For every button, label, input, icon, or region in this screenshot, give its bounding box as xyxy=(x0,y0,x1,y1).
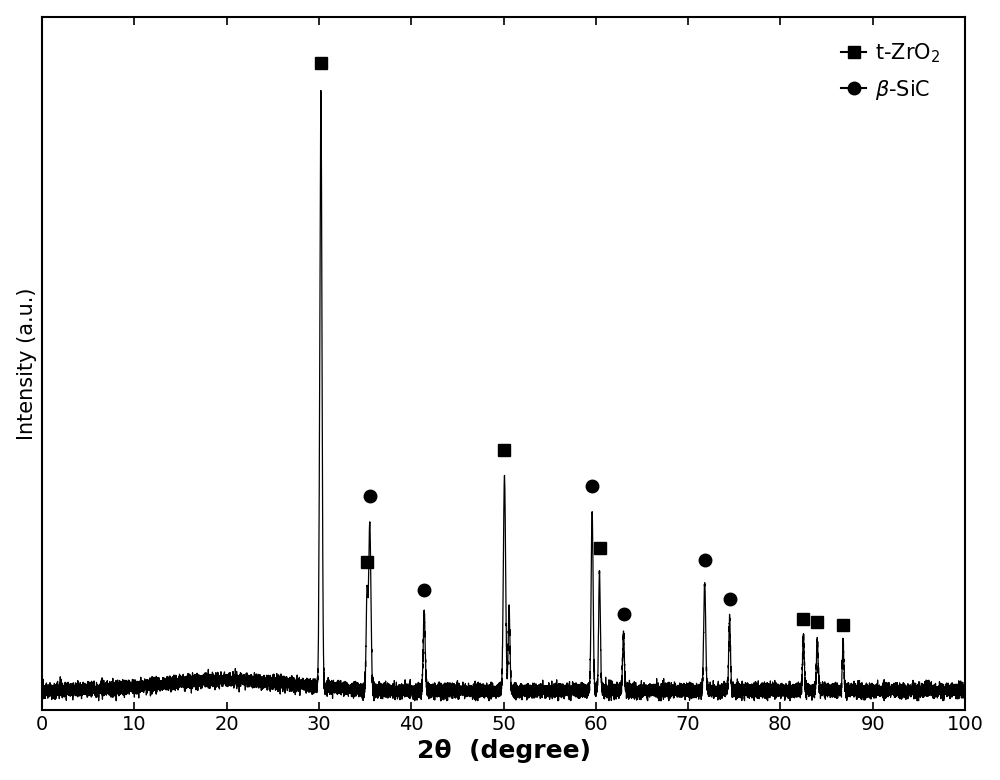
Legend: t-ZrO$_2$, $\beta$-SiC: t-ZrO$_2$, $\beta$-SiC xyxy=(833,34,948,110)
Y-axis label: Intensity (a.u.): Intensity (a.u.) xyxy=(17,287,37,440)
X-axis label: 2θ  (degree): 2θ (degree) xyxy=(417,739,591,764)
